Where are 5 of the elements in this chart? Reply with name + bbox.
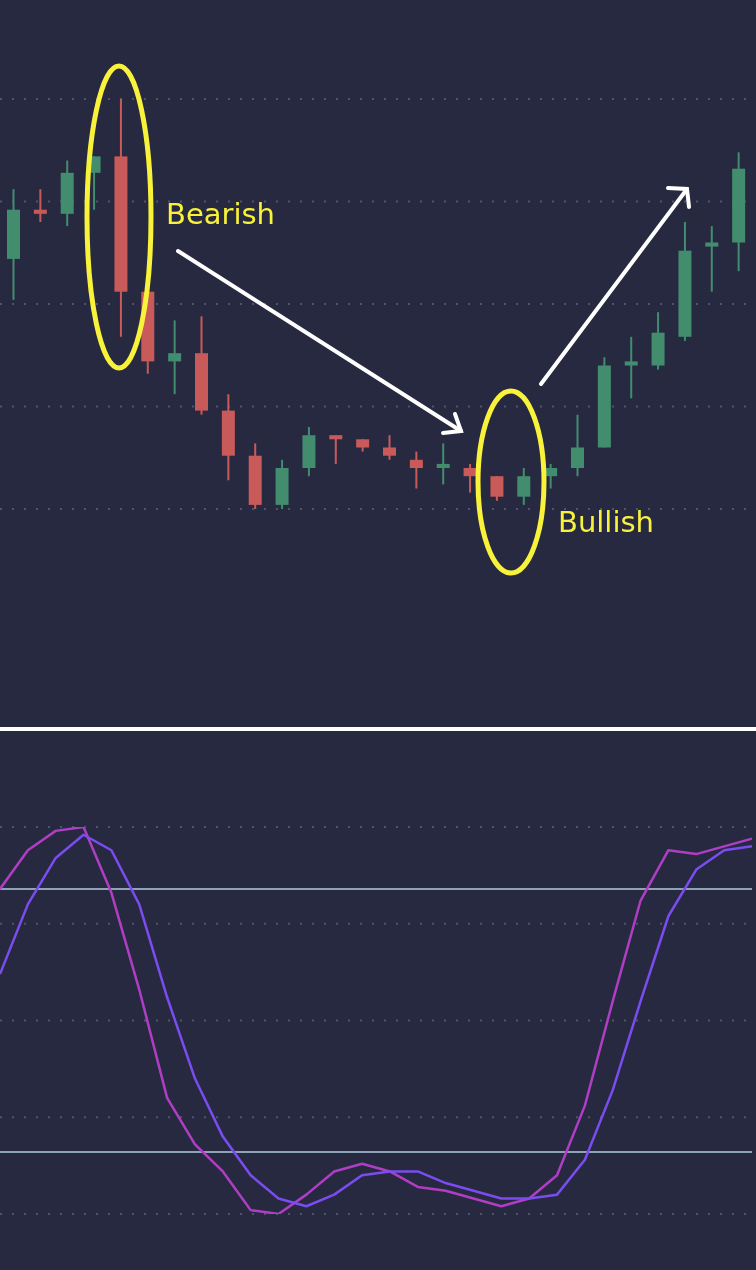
annotation: Bullish — [558, 505, 654, 539]
annotation: Bearish — [166, 197, 275, 231]
candlestick — [436, 443, 450, 485]
candlestick — [624, 336, 638, 399]
candlestick — [705, 226, 719, 292]
